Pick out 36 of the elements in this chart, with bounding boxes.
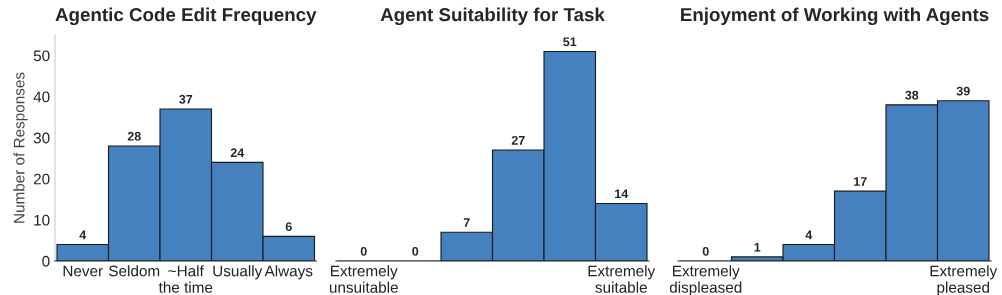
y-tick-label: 40 [33, 91, 50, 103]
data-label: 0 [360, 246, 367, 256]
x-tick-label: ~Half the time [158, 265, 213, 293]
data-label: 6 [285, 222, 292, 232]
y-tick-label: 20 [33, 173, 50, 185]
data-label: 4 [79, 230, 87, 240]
x-tick-label: Extremely suitable [588, 265, 656, 293]
x-tick-label: Extremely unsuitable [329, 265, 398, 293]
x-tick-label: Never [63, 265, 103, 277]
y-axis-title: Number of Responses [13, 72, 28, 223]
x-tick-label: Usually [213, 265, 263, 280]
data-label: 39 [956, 86, 970, 96]
data-label: 38 [905, 90, 919, 100]
chart-title: Enjoyment of Working with Agents [681, 7, 989, 26]
chart-title: Agentic Code Edit Frequency [55, 7, 317, 26]
data-label: 28 [127, 131, 141, 141]
data-label: 0 [412, 246, 419, 256]
data-label: 37 [179, 94, 193, 104]
x-tick-label: Extremely displeased [669, 265, 742, 295]
data-label: 1 [754, 242, 761, 252]
x-tick-label: Extremely pleased [930, 265, 998, 295]
data-label: 4 [805, 230, 813, 240]
data-label: 0 [702, 246, 709, 256]
x-tick-label: Seldom [109, 265, 160, 277]
chart-title: Agent Suitability for Task [380, 7, 605, 26]
data-label: 17 [854, 177, 867, 186]
data-label: 7 [463, 218, 470, 227]
data-label: 14 [615, 189, 629, 199]
data-label: 27 [511, 135, 525, 145]
data-label: 24 [230, 148, 245, 158]
x-tick-label: Always [264, 265, 313, 280]
y-tick-label: 50 [33, 50, 50, 62]
y-tick-label: 10 [34, 214, 50, 226]
data-label: 51 [563, 37, 577, 47]
y-tick-label: 0 [42, 255, 50, 267]
y-tick-label: 30 [33, 132, 50, 144]
